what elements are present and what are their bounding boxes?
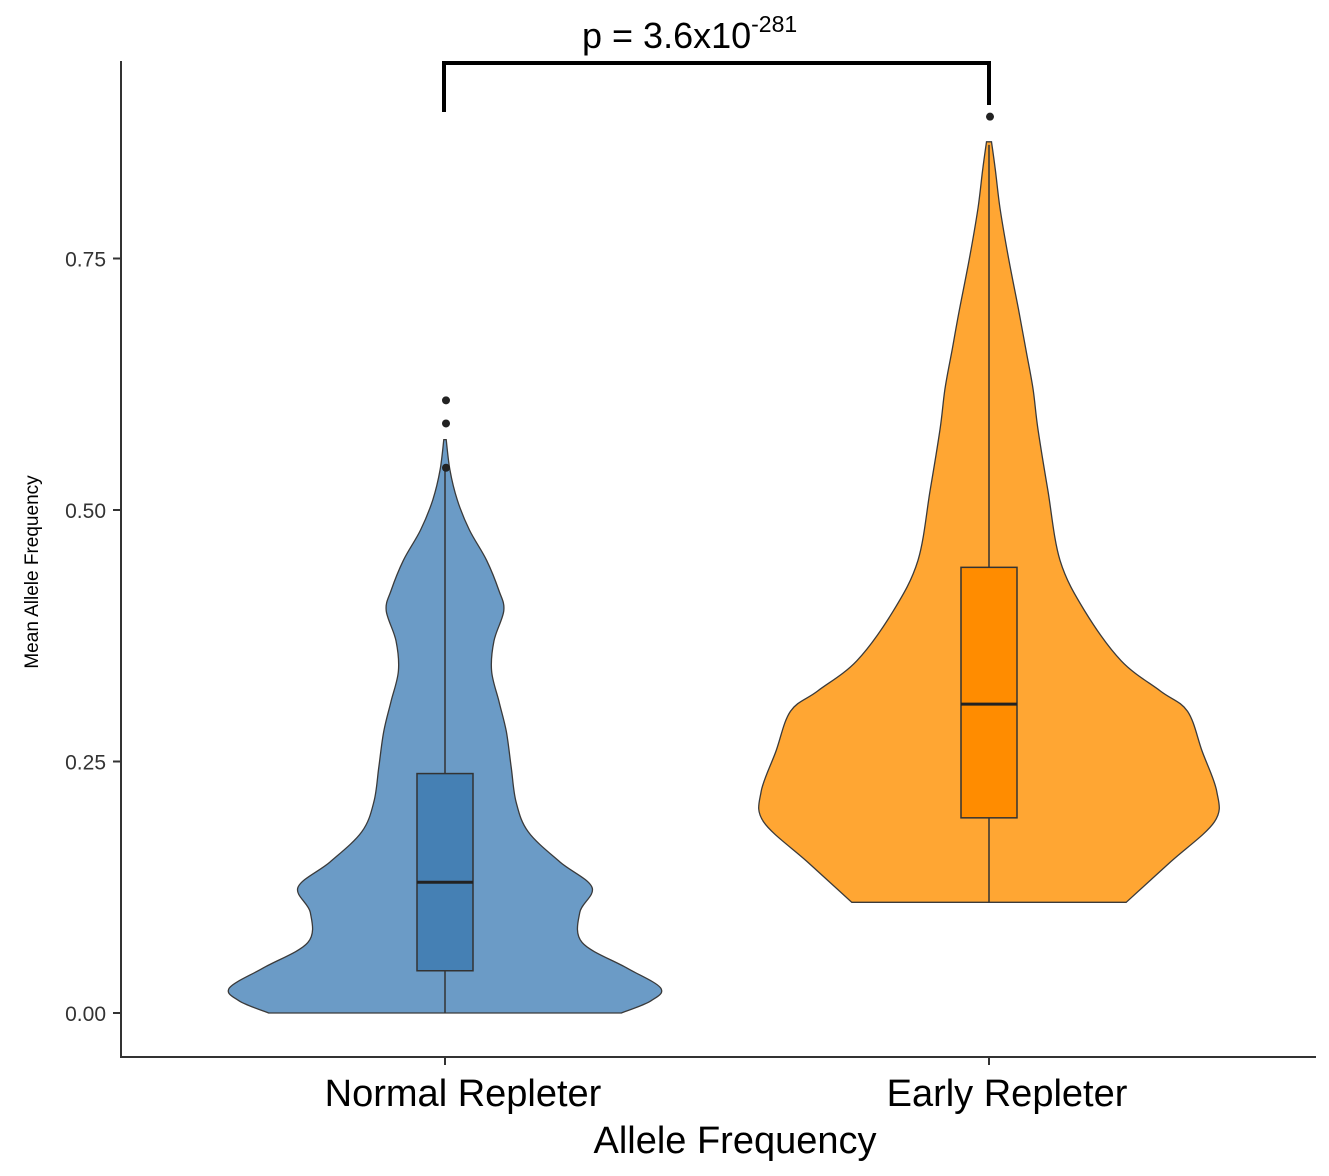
x-tick-label-normal-repleter: Normal Repleter — [325, 1073, 602, 1115]
x-tick-label-early-repleter: Early Repleter — [887, 1073, 1128, 1115]
y-tick-label: 0.00 — [65, 1003, 106, 1026]
x-axis-title: Allele Frequency — [593, 1120, 876, 1162]
normal-repleter-outlier-point — [442, 396, 450, 405]
normal-repleter-group — [227, 396, 663, 1014]
p-value-exponent: -281 — [751, 11, 797, 37]
plot-area — [227, 112, 1220, 1014]
normal-repleter-outlier-point — [442, 419, 450, 428]
y-tick-label: 0.50 — [65, 500, 106, 523]
y-tick-label: 0.75 — [65, 249, 106, 272]
significance-annotation: p = 3.6x10-281 — [442, 11, 991, 112]
y-axis-title: Mean Allele Frequency — [22, 475, 43, 669]
significance-bracket — [442, 61, 991, 112]
p-value-base: p = 3.6x10 — [582, 15, 751, 56]
y-axis-ticks: 0.00 0.25 0.50 0.75 — [65, 249, 121, 1026]
early-repleter-box — [960, 566, 1018, 819]
normal-repleter-box — [416, 772, 474, 972]
early-repleter-outlier-point — [986, 112, 994, 121]
p-value-label: p = 3.6x10-281 — [582, 11, 797, 56]
normal-repleter-outlier-point — [442, 463, 450, 472]
early-repleter-group — [758, 112, 1220, 903]
y-tick-label: 0.25 — [65, 752, 106, 775]
x-axis-ticks: Normal Repleter Early Repleter — [325, 1057, 1128, 1115]
